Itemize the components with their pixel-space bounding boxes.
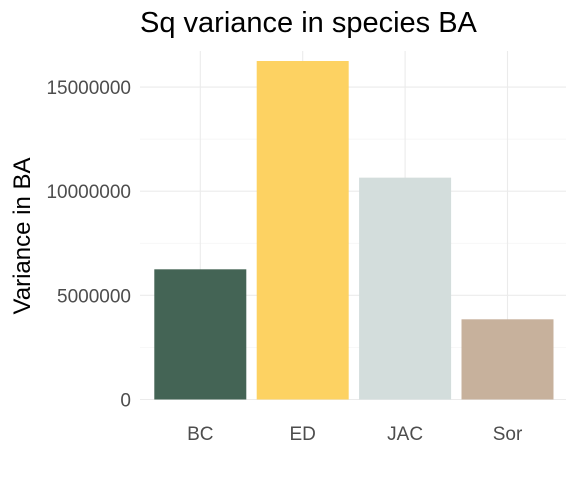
y-tick-label-2: 10000000: [46, 182, 131, 203]
x-tick-label-ed: ED: [289, 424, 315, 445]
bar-bc: [154, 269, 247, 400]
bar-jac: [359, 177, 452, 400]
x-axis-ticks: BC ED JAC Sor: [187, 424, 523, 445]
chart-title: Sq variance in species BA: [140, 7, 478, 39]
y-axis-ticks: 0 5000000 10000000 15000000: [46, 78, 131, 411]
x-tick-label-bc: BC: [187, 424, 213, 445]
bar-sor: [461, 319, 554, 400]
y-tick-label-1: 5000000: [57, 286, 131, 307]
bars: [154, 61, 554, 400]
x-tick-label-jac: JAC: [387, 424, 423, 445]
bar-ed: [256, 61, 349, 400]
x-tick-label-sor: Sor: [493, 424, 523, 445]
y-tick-label-0: 0: [120, 391, 131, 412]
y-axis-title: Variance in BA: [9, 158, 36, 315]
y-tick-label-3: 15000000: [46, 78, 131, 99]
